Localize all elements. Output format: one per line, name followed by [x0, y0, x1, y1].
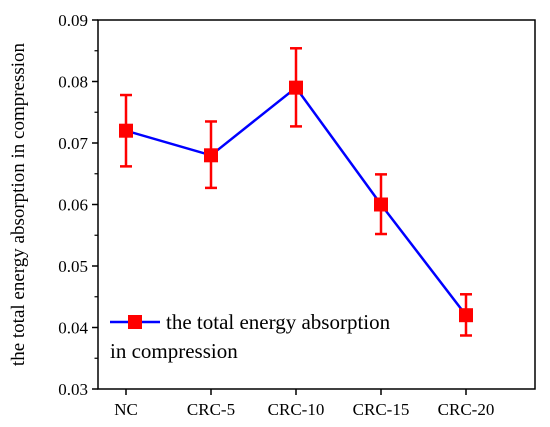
data-point-marker [204, 148, 218, 163]
x-axis: NC CRC-5 CRC-10 CRC-15 CRC-20 [114, 389, 494, 419]
x-tick-label: CRC-20 [438, 400, 495, 419]
series-layer [119, 47, 473, 337]
y-tick-label: 0.03 [58, 380, 88, 399]
y-tick-label: 0.04 [58, 319, 88, 338]
legend-text-line-1: the total energy absorption [166, 310, 391, 334]
data-point-marker [289, 80, 303, 95]
data-point-marker [119, 123, 133, 138]
data-point-marker [459, 308, 473, 323]
y-tick-label: 0.08 [58, 73, 88, 92]
y-axis-label: the total energy absorption in compressi… [8, 42, 29, 366]
y-tick-label: 0.07 [58, 134, 88, 153]
y-axis: 0.03 0.04 0.05 0.06 0.07 0.08 0.09 [58, 11, 98, 399]
x-tick-label: NC [114, 400, 138, 419]
y-tick-label: 0.05 [58, 257, 88, 276]
y-tick-label: 0.06 [58, 196, 88, 215]
x-tick-label: CRC-10 [268, 400, 325, 419]
x-tick-label: CRC-5 [187, 400, 235, 419]
data-point-marker [374, 197, 388, 212]
y-tick-label: 0.09 [58, 11, 88, 30]
x-tick-label: CRC-15 [353, 400, 410, 419]
legend-marker-swatch [128, 315, 142, 329]
legend-text-line-2: in compression [110, 339, 238, 363]
legend: the total energy absorption in compressi… [110, 310, 391, 363]
